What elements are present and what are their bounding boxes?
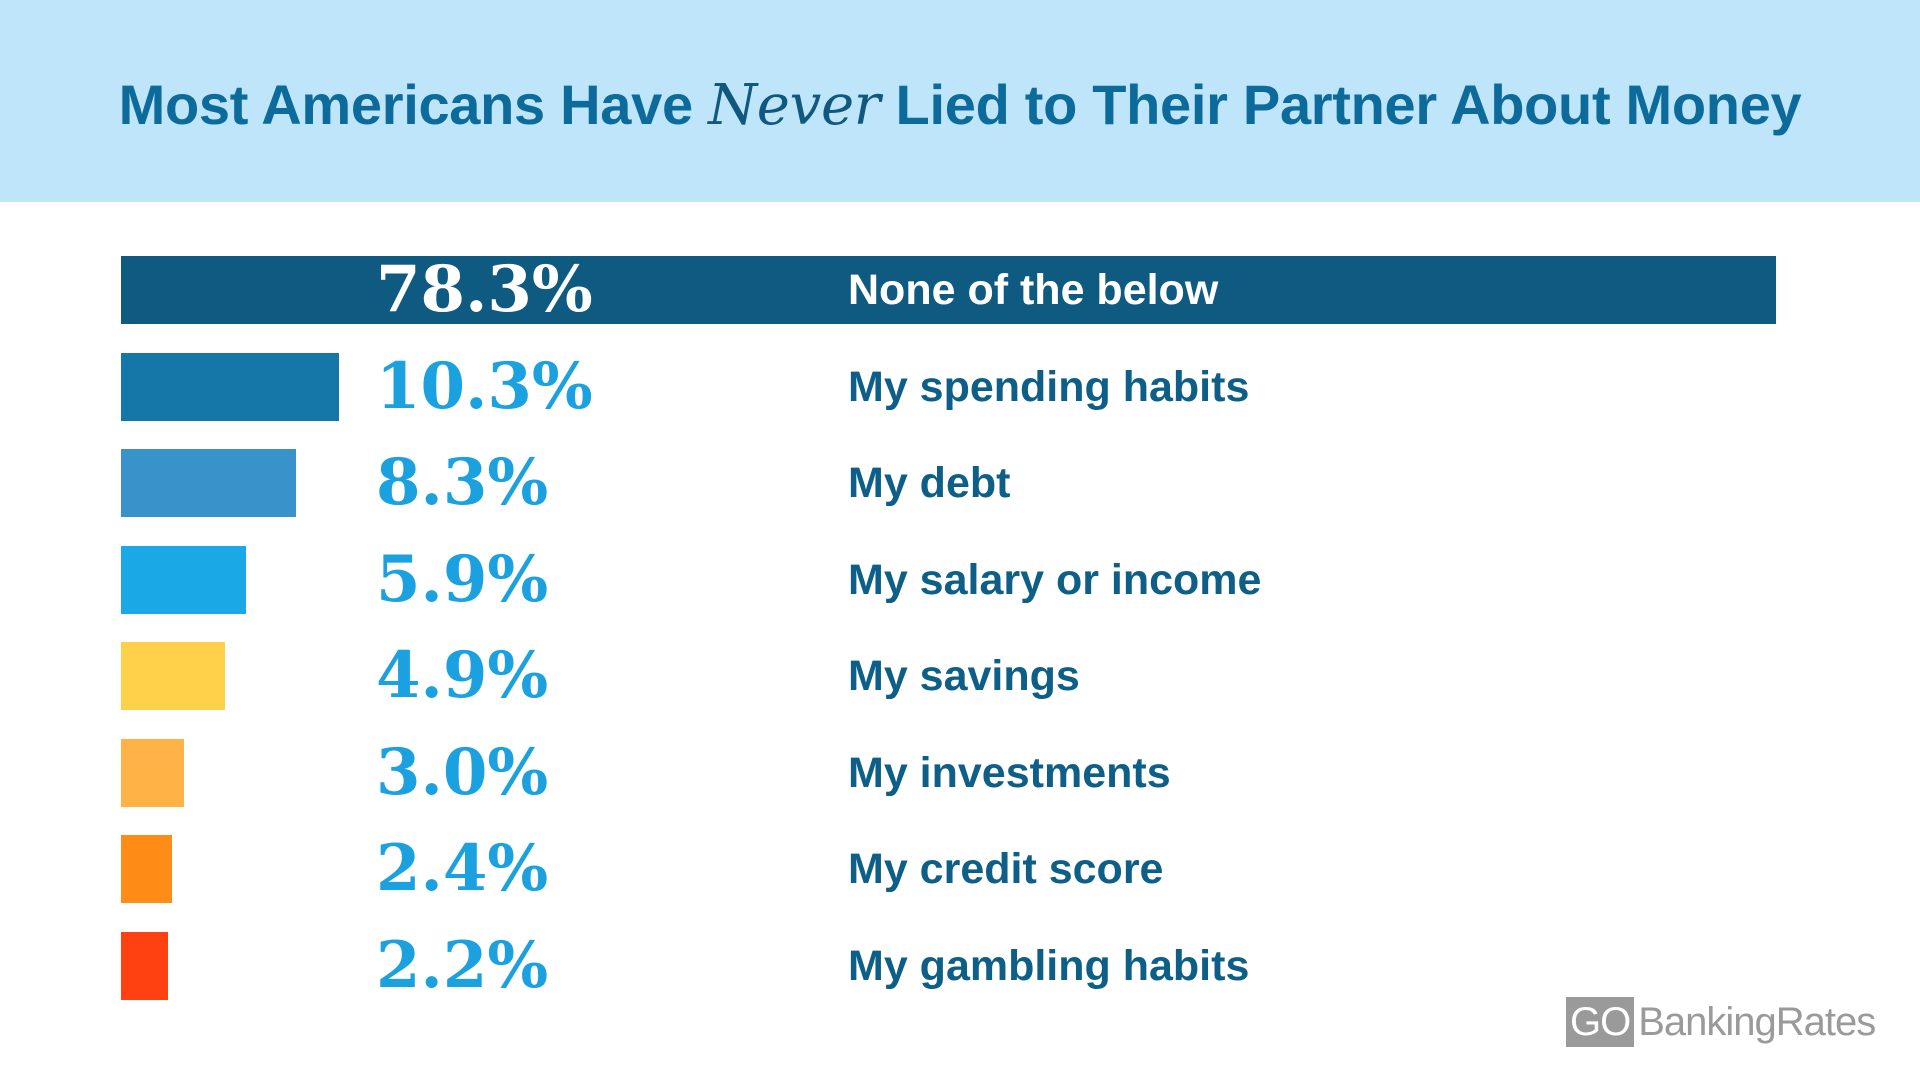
category-label-4: My salary or income [848,555,1262,604]
title-part-2: Lied to Their Partner About Money [880,73,1802,136]
bar-2 [121,352,339,421]
category-label-1: None of the below [848,266,1219,314]
title-part-1: Most Americans Have [118,73,709,136]
header-banner: Most Americans Have Never Lied to Their … [0,0,1920,202]
value-label-8: 2.2% [376,927,549,1003]
value-label-7: 2.4% [376,831,549,906]
logo-bankingrates-text: BankingRates [1638,999,1876,1044]
value-label-3: 8.3% [376,445,549,520]
category-label-8: My gambling habits [848,941,1250,990]
category-label-6: My investments [848,748,1171,797]
bar-1 [121,256,1776,324]
bar-4 [121,545,246,614]
value-label-6: 3.0% [376,734,549,810]
category-label-7: My credit score [848,845,1164,893]
bar-8 [121,931,168,1000]
bar-7 [121,835,172,903]
bar-6 [121,738,184,807]
category-label-2: My spending habits [848,362,1250,411]
chart-title: Most Americans Have Never Lied to Their … [0,72,1920,138]
category-label-5: My savings [848,652,1080,700]
gobankingrates-logo: GO BankingRates [1566,997,1876,1047]
category-label-3: My debt [848,459,1011,507]
bar-5 [121,642,225,710]
logo-go-text: GO [1566,997,1635,1047]
value-label-1: 78.3% [376,252,593,327]
value-label-4: 5.9% [376,541,549,617]
value-label-2: 10.3% [376,348,593,424]
value-label-5: 4.9% [376,638,549,713]
bar-3 [121,449,296,517]
title-emphasis: Never [708,73,881,138]
